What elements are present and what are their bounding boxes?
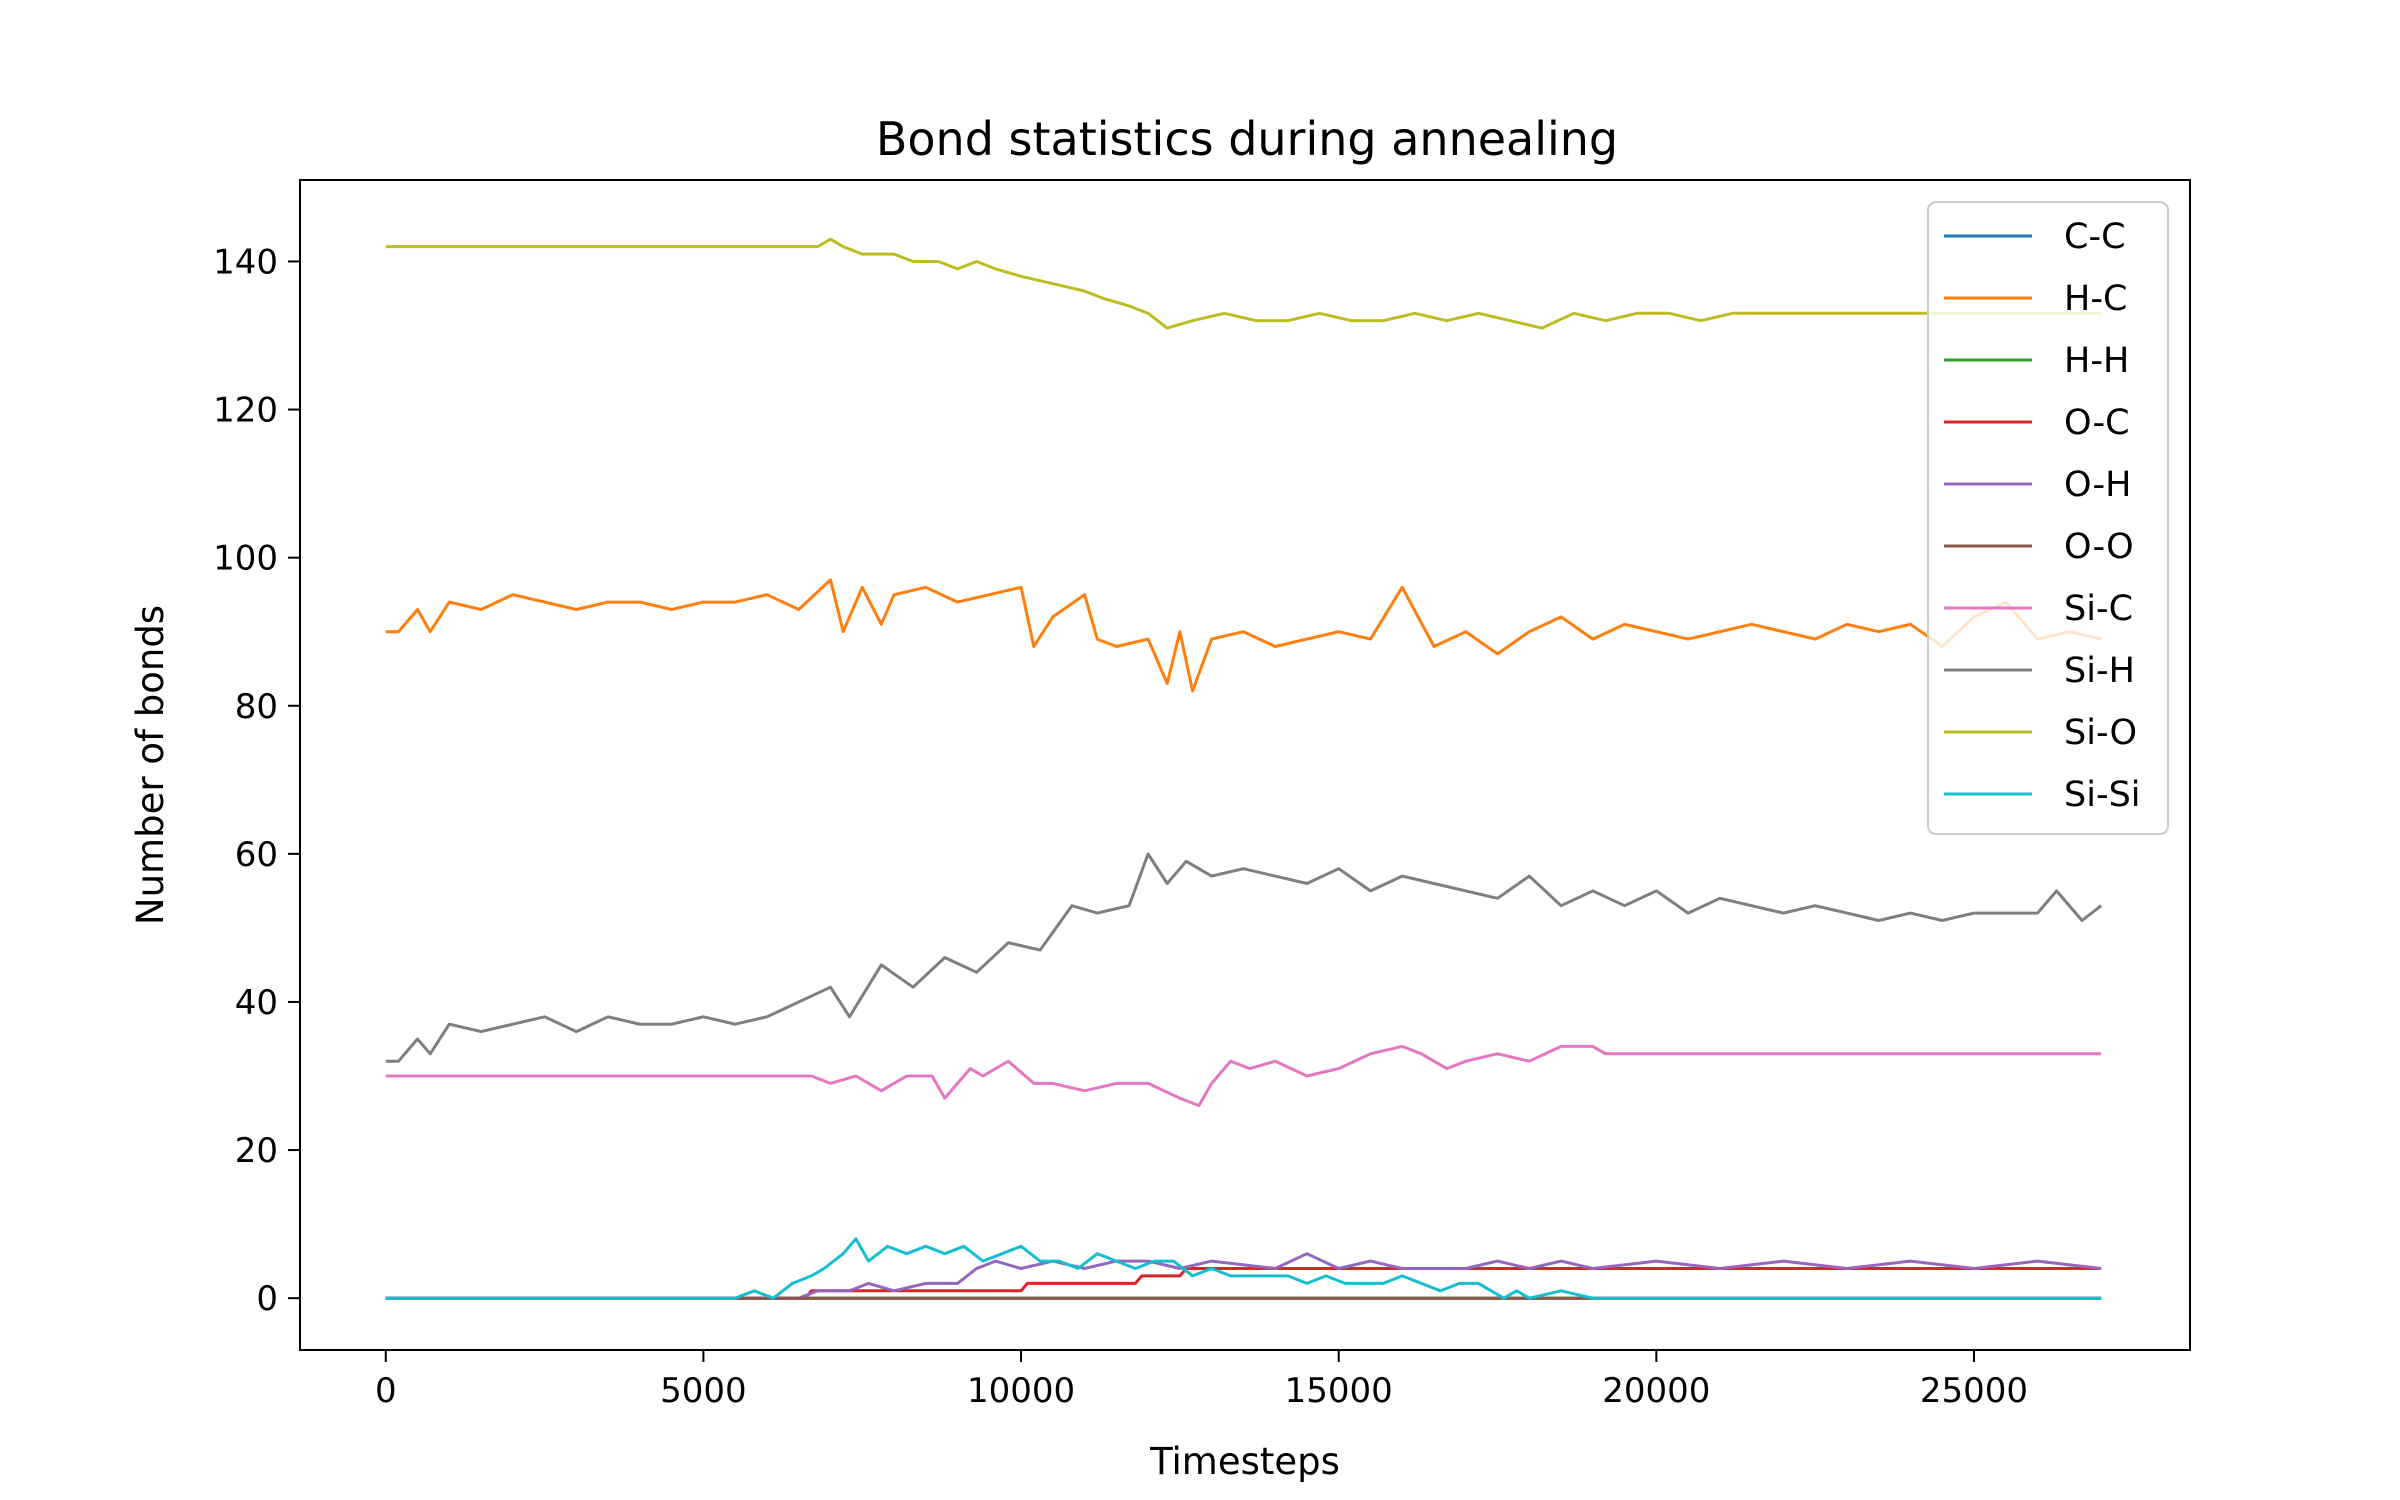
y-tick-label: 140	[213, 242, 278, 282]
series-line-h-c	[385, 578, 2102, 693]
x-axis: 0 5000 10000 15000 20000 25000	[375, 1350, 2028, 1411]
series-line-o-h	[385, 1252, 2102, 1300]
y-axis-label: Number of bonds	[129, 605, 172, 925]
series-line-si-o	[385, 237, 2102, 330]
legend-label: O-O	[2064, 527, 2134, 567]
legend: C-C H-C H-H O-C O-H O-O Si-C Si-H Si-O Si-Si	[1927, 201, 2169, 835]
x-tick-label: 0	[375, 1371, 397, 1411]
x-tick-label: 10000	[967, 1371, 1075, 1411]
axes-frame	[299, 179, 2191, 1351]
legend-label: O-H	[2064, 465, 2131, 505]
y-tick-label: 0	[256, 1279, 278, 1319]
series-layer	[385, 237, 2103, 1300]
legend-label: Si-Si	[2064, 775, 2141, 815]
series-line-si-c	[385, 1044, 2102, 1108]
series-line-si-si	[385, 1237, 2102, 1300]
legend-label: Si-H	[2064, 651, 2135, 691]
legend-label: Si-O	[2064, 713, 2137, 753]
plot-area	[299, 179, 2191, 1351]
x-axis-label: Timesteps	[1149, 1440, 1340, 1483]
y-tick-label: 100	[213, 539, 278, 579]
y-axis: 0 20 40 60 80 100 120 140	[213, 242, 300, 1319]
y-tick-label: 40	[235, 983, 278, 1023]
legend-label: C-C	[2064, 217, 2126, 257]
series-line-si-h	[385, 852, 2103, 1063]
legend-label: Si-C	[2064, 589, 2133, 629]
legend-label: O-C	[2064, 403, 2130, 443]
x-tick-label: 15000	[1285, 1371, 1393, 1411]
x-tick-label: 25000	[1920, 1371, 2028, 1411]
y-tick-label: 20	[235, 1131, 278, 1171]
legend-label: H-H	[2064, 341, 2129, 381]
series-line-o-c	[385, 1267, 2102, 1300]
legend-label: H-C	[2064, 279, 2127, 319]
y-tick-label: 120	[213, 391, 278, 431]
y-tick-label: 60	[235, 835, 278, 875]
x-tick-label: 5000	[660, 1371, 747, 1411]
y-tick-label: 80	[235, 687, 278, 727]
x-tick-label: 20000	[1602, 1371, 1710, 1411]
chart-title: Bond statistics during annealing	[876, 112, 1618, 166]
